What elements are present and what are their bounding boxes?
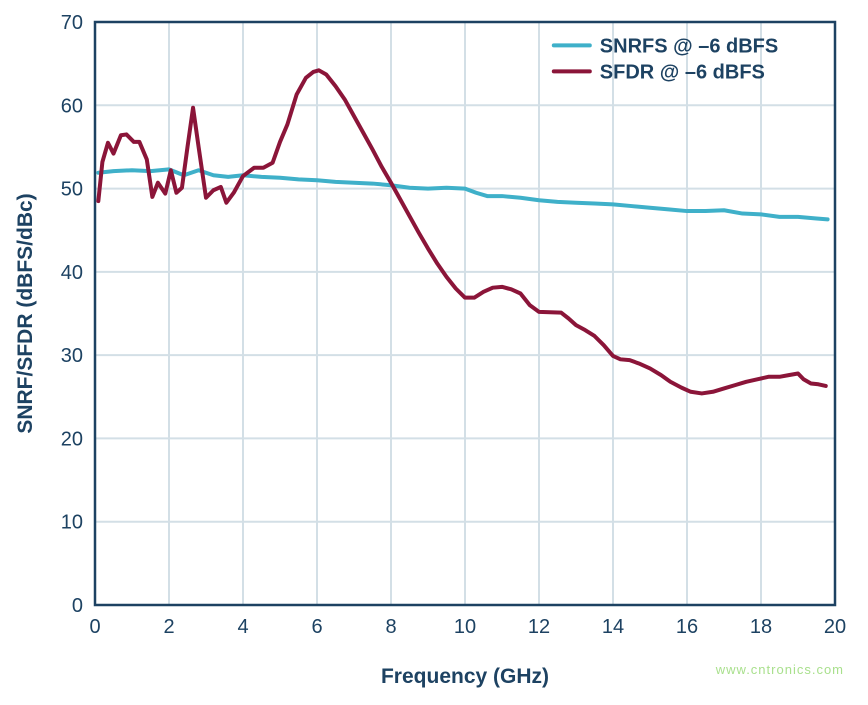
y-tick-label: 30	[61, 345, 83, 367]
x-tick-label: 8	[385, 616, 396, 638]
y-tick-label: 50	[61, 179, 83, 201]
x-tick-label: 4	[237, 616, 248, 638]
x-tick-label: 20	[824, 616, 846, 638]
x-tick-label: 18	[750, 616, 772, 638]
x-tick-label: 16	[676, 616, 698, 638]
x-tick-label: 12	[528, 616, 550, 638]
y-tick-label: 40	[61, 262, 83, 284]
x-tick-label: 2	[163, 616, 174, 638]
legend-label: SFDR @ –6 dBFS	[600, 61, 765, 83]
chart-container: 0 2 4 6 8 10 12 14 16 18 20 0 10 20 30 40 50 60 70 Frequenc…	[0, 0, 868, 705]
x-tick-label: 0	[89, 616, 100, 638]
y-tick-label: 70	[61, 12, 83, 34]
y-tick-label: 0	[72, 595, 83, 617]
legend-label: SNRFS @ –6 dBFS	[600, 35, 778, 57]
x-tick-label: 6	[311, 616, 322, 638]
y-tick-label: 60	[61, 95, 83, 117]
x-tick-label: 14	[602, 616, 624, 638]
y-tick-label: 20	[61, 428, 83, 450]
y-tick-label: 10	[61, 512, 83, 534]
line-chart: 0 2 4 6 8 10 12 14 16 18 20 0 10 20 30 40 50 60 70 Frequenc…	[0, 0, 868, 705]
x-tick-label: 10	[454, 616, 476, 638]
x-axis-label: Frequency (GHz)	[381, 665, 549, 688]
y-axis-label: SNRF/SFDR (dBFS/dBc)	[14, 193, 37, 433]
